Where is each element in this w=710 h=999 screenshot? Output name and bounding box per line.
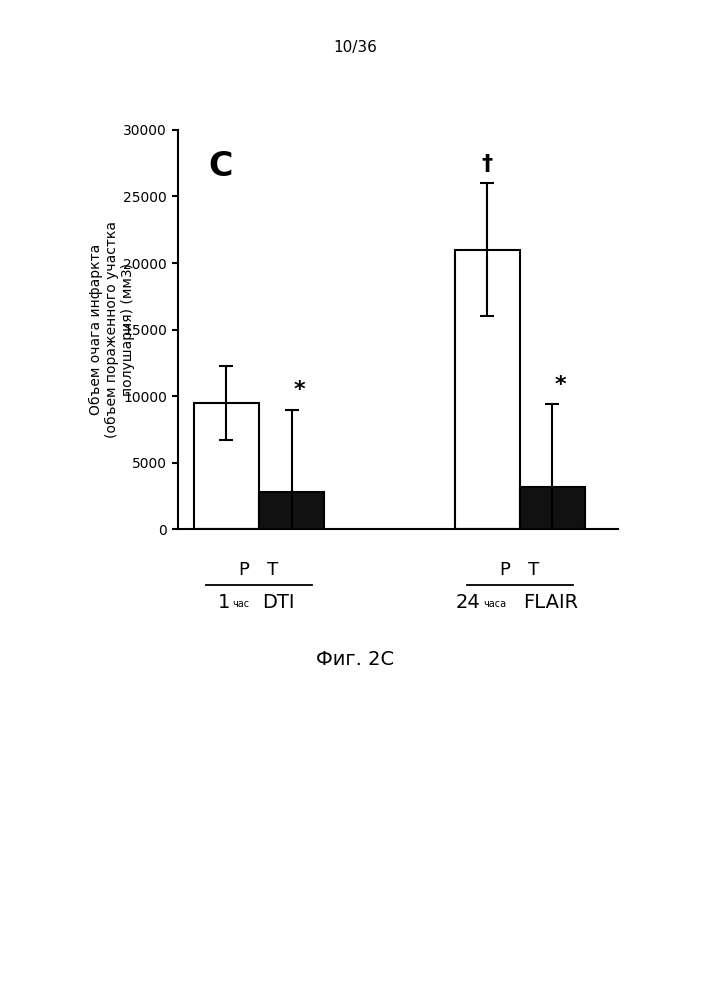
Y-axis label: Объем очага инфаркта
(объем пораженного участка
полушария) (мм3): Объем очага инфаркта (объем пораженного … <box>89 221 136 439</box>
Bar <box>454 250 520 529</box>
Text: *: * <box>294 381 305 401</box>
Bar <box>520 487 585 529</box>
Text: FLAIR: FLAIR <box>523 593 579 612</box>
Text: 24: 24 <box>456 593 481 612</box>
Text: DTI: DTI <box>263 593 295 612</box>
Text: P   T: P T <box>501 561 540 579</box>
Text: 1: 1 <box>218 593 231 612</box>
Text: час: час <box>232 599 249 609</box>
Text: C: C <box>208 150 233 183</box>
Text: *: * <box>555 375 567 395</box>
Text: P   T: P T <box>239 561 278 579</box>
Text: Фиг. 2C: Фиг. 2C <box>316 650 394 669</box>
Text: 10/36: 10/36 <box>333 40 377 55</box>
Bar <box>194 403 259 529</box>
Text: часа: часа <box>483 599 506 609</box>
Text: †: † <box>481 154 493 174</box>
Bar <box>259 493 324 529</box>
